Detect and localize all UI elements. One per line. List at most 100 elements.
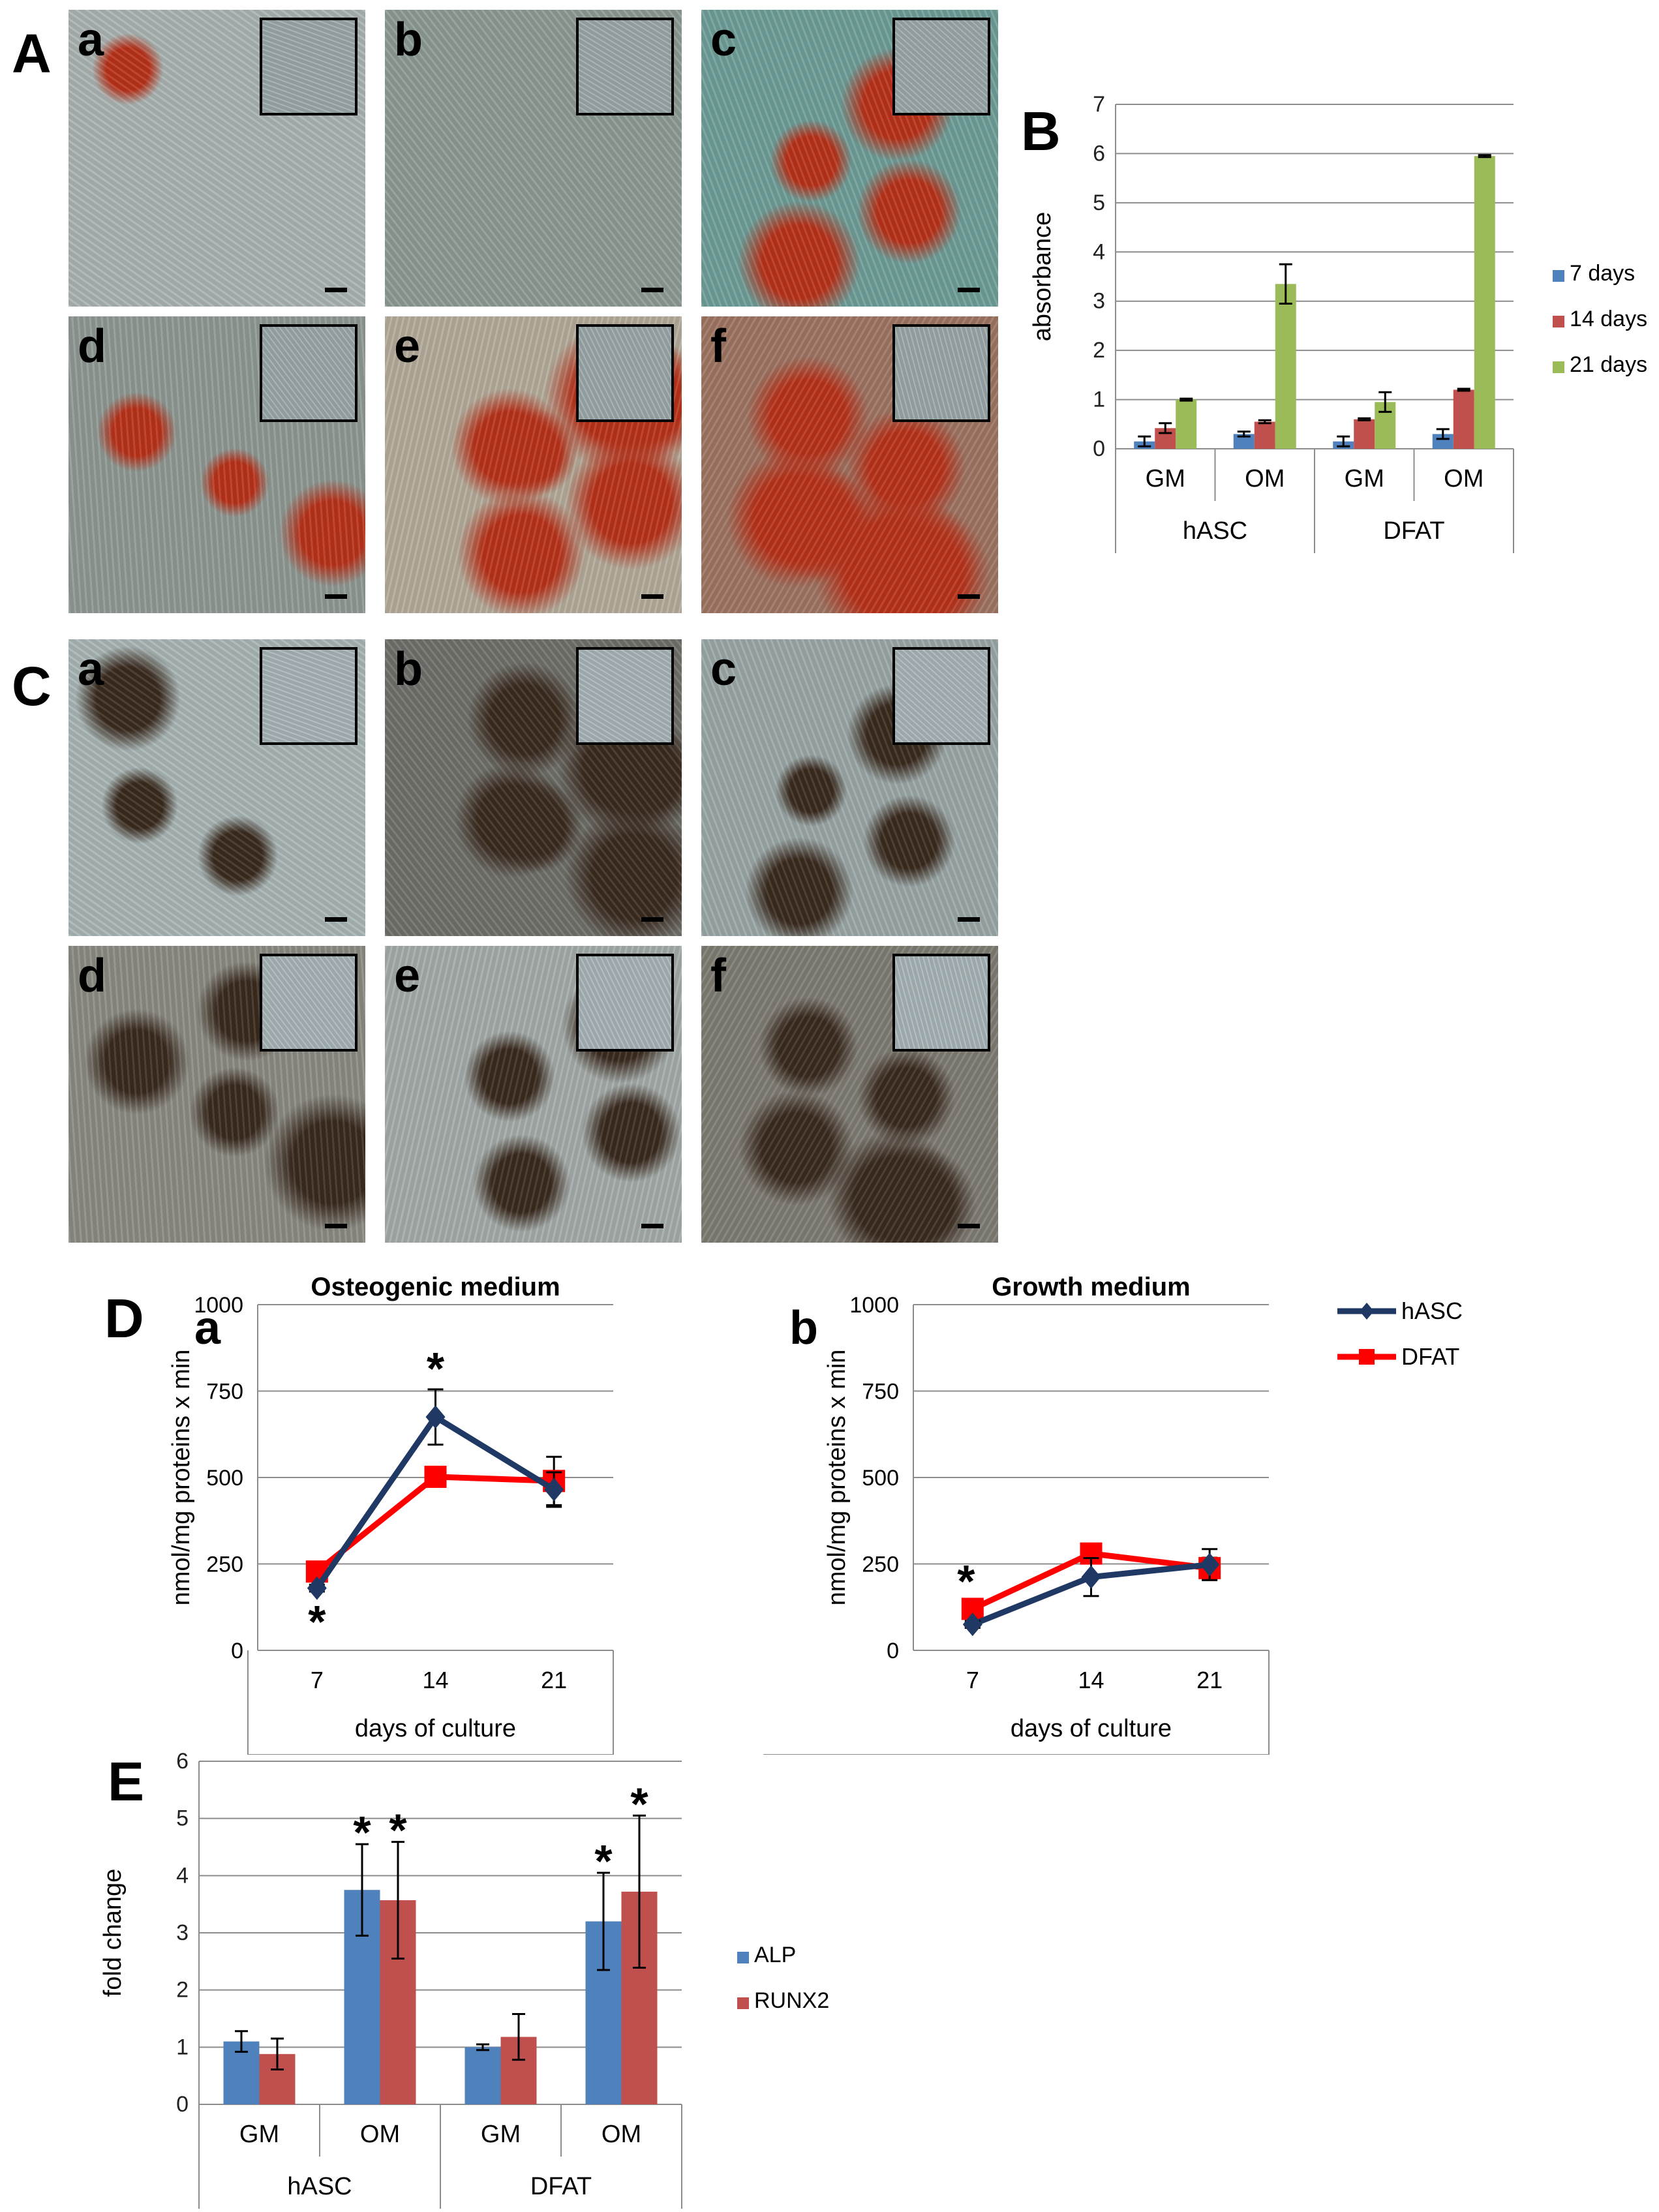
legend-label: 7 days — [1570, 261, 1635, 286]
legend-label: hASC — [1401, 1297, 1463, 1324]
c-micrograph-f: f — [701, 946, 998, 1243]
c-micrograph-c: c — [701, 639, 998, 936]
significance-asterisk: * — [630, 1778, 648, 1829]
scale-bar — [641, 288, 663, 292]
group-label: hASC — [287, 2173, 352, 2200]
control-inset — [892, 18, 990, 115]
scale-bar — [641, 594, 663, 599]
a-micrograph-d: d — [68, 316, 365, 613]
micrograph-label: d — [78, 950, 106, 1002]
x-axis-label: days of culture — [1011, 1715, 1172, 1742]
x-tick-label: 14 — [1078, 1667, 1104, 1693]
bar-alp — [464, 2047, 501, 2104]
y-tick-label: 3 — [1093, 289, 1105, 314]
y-tick-label: 1 — [176, 2035, 189, 2059]
control-inset — [892, 324, 990, 422]
panel-label-b: B — [1021, 100, 1061, 162]
chart-d-a-osteogenic: aD Osteogenic medium 0 250 500 750 1000 nmol/mg… — [104, 1273, 614, 1755]
micrograph-label: d — [78, 320, 106, 372]
legend-label: RUNX2 — [754, 1988, 829, 2013]
group-label: DFAT — [1383, 517, 1444, 545]
a-micrograph-b: b — [385, 10, 682, 307]
group-label: DFAT — [530, 2173, 592, 2200]
y-tick-label: 7 — [1093, 92, 1105, 117]
bar-21-days — [1275, 284, 1296, 449]
bar-14-days — [1354, 419, 1375, 449]
x-tick-label: 21 — [541, 1667, 567, 1693]
micrograph-label: c — [710, 14, 737, 66]
data-point-hasc — [544, 1477, 564, 1502]
control-inset — [260, 18, 358, 115]
significance-asterisk: * — [594, 1836, 613, 1886]
significance-asterisk: * — [308, 1596, 326, 1647]
legend-marker — [1359, 1349, 1375, 1365]
scale-bar — [641, 1224, 663, 1228]
scale-bar — [958, 594, 980, 599]
panel-label-a: A — [12, 23, 52, 84]
significance-asterisk: * — [427, 1343, 445, 1394]
y-tick-label: 6 — [176, 1749, 189, 1774]
scale-bar — [958, 288, 980, 292]
y-tick-label: 500 — [206, 1466, 243, 1491]
y-tick-label: 750 — [206, 1380, 243, 1404]
bar-21-days — [1176, 399, 1197, 449]
y-tick-label: 250 — [206, 1553, 243, 1577]
bar-14-days — [1254, 421, 1275, 449]
legend-label: 21 days — [1570, 352, 1647, 377]
panel-label-e: E — [108, 1751, 144, 1812]
scale-bar — [325, 594, 347, 599]
data-point-hasc — [962, 1613, 982, 1637]
control-inset — [576, 647, 674, 745]
legend-label: DFAT — [1401, 1343, 1459, 1370]
sub-panel-label: b — [789, 1302, 818, 1354]
micrograph-label: b — [394, 643, 423, 695]
x-axis-label: days of culture — [355, 1715, 516, 1742]
legend-swatch — [1553, 361, 1564, 373]
legend-swatch — [1553, 316, 1564, 327]
y-tick-label: 5 — [1093, 190, 1105, 215]
y-tick-label: 4 — [176, 1863, 189, 1888]
x-tick-label: GM — [1345, 465, 1384, 492]
legend-label: 14 days — [1570, 307, 1647, 331]
control-inset — [260, 647, 358, 745]
data-point-hasc — [1081, 1565, 1101, 1589]
y-tick-label: 2 — [176, 1978, 189, 2003]
legend-marker — [1360, 1303, 1374, 1320]
y-axis-label: nmol/mg proteins x min — [168, 1350, 195, 1606]
micrograph-label: a — [78, 14, 104, 66]
y-tick-label: 1 — [1093, 387, 1105, 412]
y-tick-label: 250 — [862, 1553, 899, 1577]
control-inset — [260, 324, 358, 422]
scale-bar — [325, 288, 347, 292]
group-label: hASC — [1183, 517, 1247, 545]
panel-label-d: D — [104, 1288, 144, 1349]
chart-e-fold-change: E 0 1 2 3 4 5 6 fold change GM OM GM OM hASC DFAT ALP RU… — [99, 1749, 829, 2209]
legend-swatch — [1553, 270, 1564, 282]
y-axis-label: absorbance — [1029, 212, 1056, 342]
y-tick-label: 500 — [862, 1466, 899, 1491]
control-inset — [576, 954, 674, 1052]
scale-bar — [325, 917, 347, 922]
c-micrograph-a: a — [68, 639, 365, 936]
y-tick-label: 5 — [176, 1806, 189, 1831]
sub-panel-label: a — [194, 1302, 221, 1354]
x-tick-label: OM — [1245, 465, 1285, 492]
a-micrograph-e: e — [385, 316, 682, 613]
scale-bar — [325, 1224, 347, 1228]
y-axis-label: fold change — [99, 1869, 127, 1997]
a-micrograph-a: a — [68, 10, 365, 307]
significance-asterisk: * — [957, 1556, 975, 1607]
data-point-hasc — [307, 1576, 327, 1600]
control-inset — [892, 954, 990, 1052]
micrograph-label: f — [710, 950, 726, 1002]
y-tick-label: 0 — [887, 1639, 899, 1663]
significance-asterisk: * — [389, 1805, 407, 1856]
panel-label-c: C — [12, 656, 52, 717]
x-tick-label: GM — [481, 2121, 521, 2148]
scale-bar — [641, 917, 663, 922]
chart-d-b-growth: b Growth medium 0 250 500 750 1000 nmol/mg prot… — [763, 1273, 1463, 1755]
y-tick-label: 1000 — [194, 1293, 243, 1318]
micrograph-label: f — [710, 320, 726, 372]
micrograph-label: c — [710, 643, 737, 695]
a-micrograph-f: f — [701, 316, 998, 613]
